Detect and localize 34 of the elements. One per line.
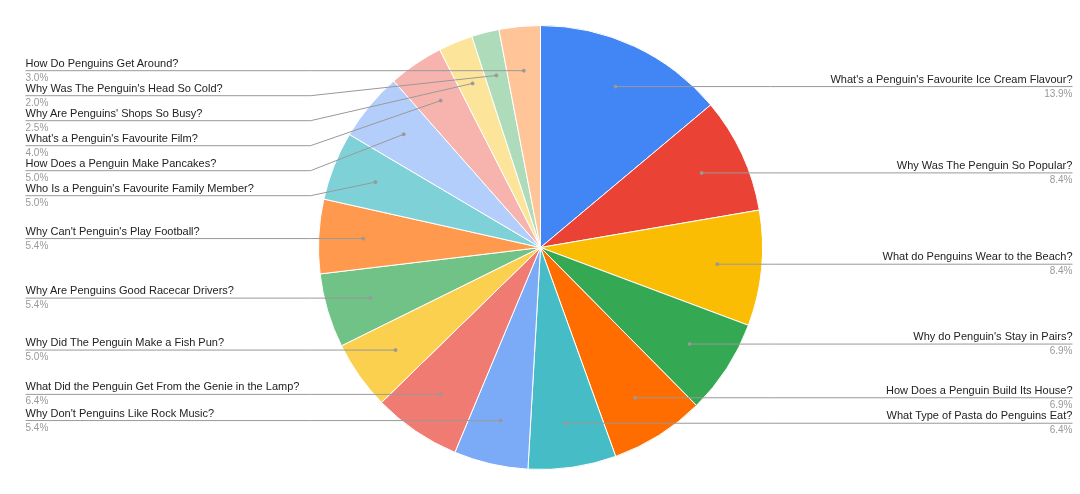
data-label: 5.0% — [25, 196, 49, 208]
slice-label: Who Is a Penguin's Favourite Family Member? — [25, 181, 254, 194]
data-label: 6.4% — [1049, 424, 1073, 436]
slice-label: Why Was The Penguin So Popular? — [896, 158, 1073, 171]
slice-label: Why Did The Penguin Make a Fish Pun? — [25, 336, 225, 349]
slice-label: Why Was The Penguin's Head So Cold? — [25, 81, 223, 94]
data-label: 13.9% — [1044, 87, 1073, 99]
data-label: 5.0% — [25, 351, 49, 363]
data-label: 2.0% — [25, 96, 49, 108]
data-label: 8.4% — [1049, 265, 1073, 277]
data-label: 5.0% — [25, 171, 49, 183]
data-label: 5.4% — [25, 239, 49, 251]
data-label: 3.0% — [25, 71, 49, 83]
slice-label: How Does a Penguin Make Pancakes? — [25, 156, 217, 169]
slice-label: What's a Penguin's Favourite Ice Cream Flavour? — [830, 72, 1073, 85]
slice-label: Why Don't Penguins Like Rock Music? — [25, 406, 215, 419]
data-label: 5.4% — [25, 299, 49, 311]
slice-label: What Did the Penguin Get From the Genie in the Lamp? — [25, 380, 300, 393]
slice-label: Why Can't Penguin's Play Football? — [25, 224, 200, 237]
slice-label: What Type of Pasta do Penguins Eat? — [886, 409, 1073, 422]
data-label: 6.9% — [1049, 345, 1073, 357]
data-label: 6.9% — [1049, 398, 1073, 410]
data-label: 6.4% — [25, 395, 49, 407]
data-label: 4.0% — [25, 146, 49, 158]
slice-label: How Do Penguins Get Around? — [25, 56, 179, 69]
slice-label: Why Are Penguins Good Racecar Drivers? — [25, 284, 234, 297]
slice-label: Why Are Penguins' Shops So Busy? — [25, 106, 203, 119]
slice-label: What's a Penguin's Favourite Film? — [25, 131, 198, 144]
slice-label: Why do Penguin's Stay in Pairs? — [913, 330, 1073, 343]
slice-label: What do Penguins Wear to the Beach? — [882, 250, 1073, 263]
data-label: 8.4% — [1049, 173, 1073, 185]
slice-label: How Does a Penguin Build Its House? — [886, 383, 1073, 396]
data-label: 2.5% — [25, 121, 49, 133]
data-label: 5.4% — [25, 421, 49, 433]
